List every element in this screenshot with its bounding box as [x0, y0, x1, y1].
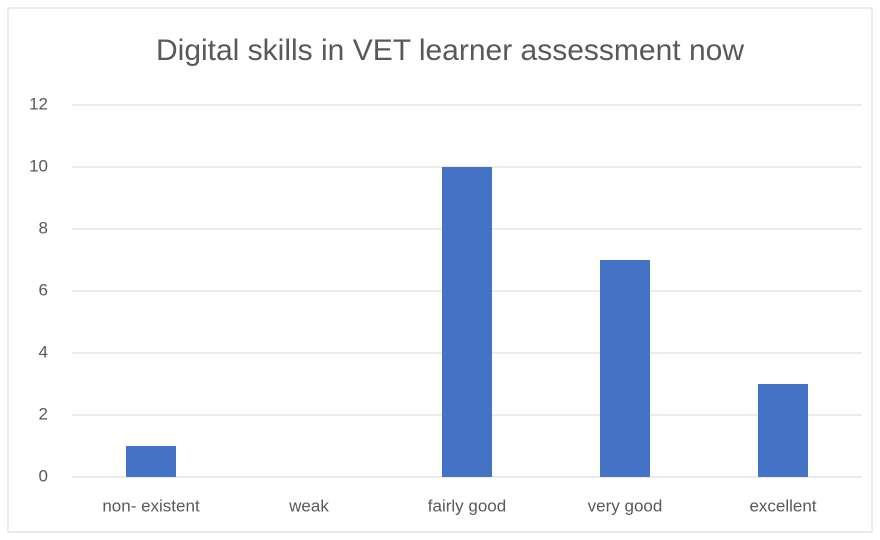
y-tick-label: 2 [39, 404, 48, 423]
x-tick-label: fairly good [428, 496, 506, 515]
x-tick-label: very good [588, 496, 663, 515]
y-tick-label: 10 [29, 156, 48, 175]
chart-frame [7, 7, 873, 533]
chart-title: Digital skills in VET learner assessment… [156, 34, 744, 67]
y-tick-label: 12 [29, 94, 48, 113]
x-tick-label: weak [288, 496, 329, 515]
y-tick-label: 6 [39, 280, 48, 299]
bar [126, 446, 176, 477]
y-tick-label: 0 [39, 466, 48, 485]
bar [600, 260, 650, 477]
x-tick-label: excellent [749, 496, 816, 515]
y-tick-label: 4 [39, 342, 48, 361]
bar [758, 384, 808, 477]
x-tick-label: non- existent [102, 496, 200, 515]
y-tick-label: 8 [39, 218, 48, 237]
bar [442, 167, 492, 477]
